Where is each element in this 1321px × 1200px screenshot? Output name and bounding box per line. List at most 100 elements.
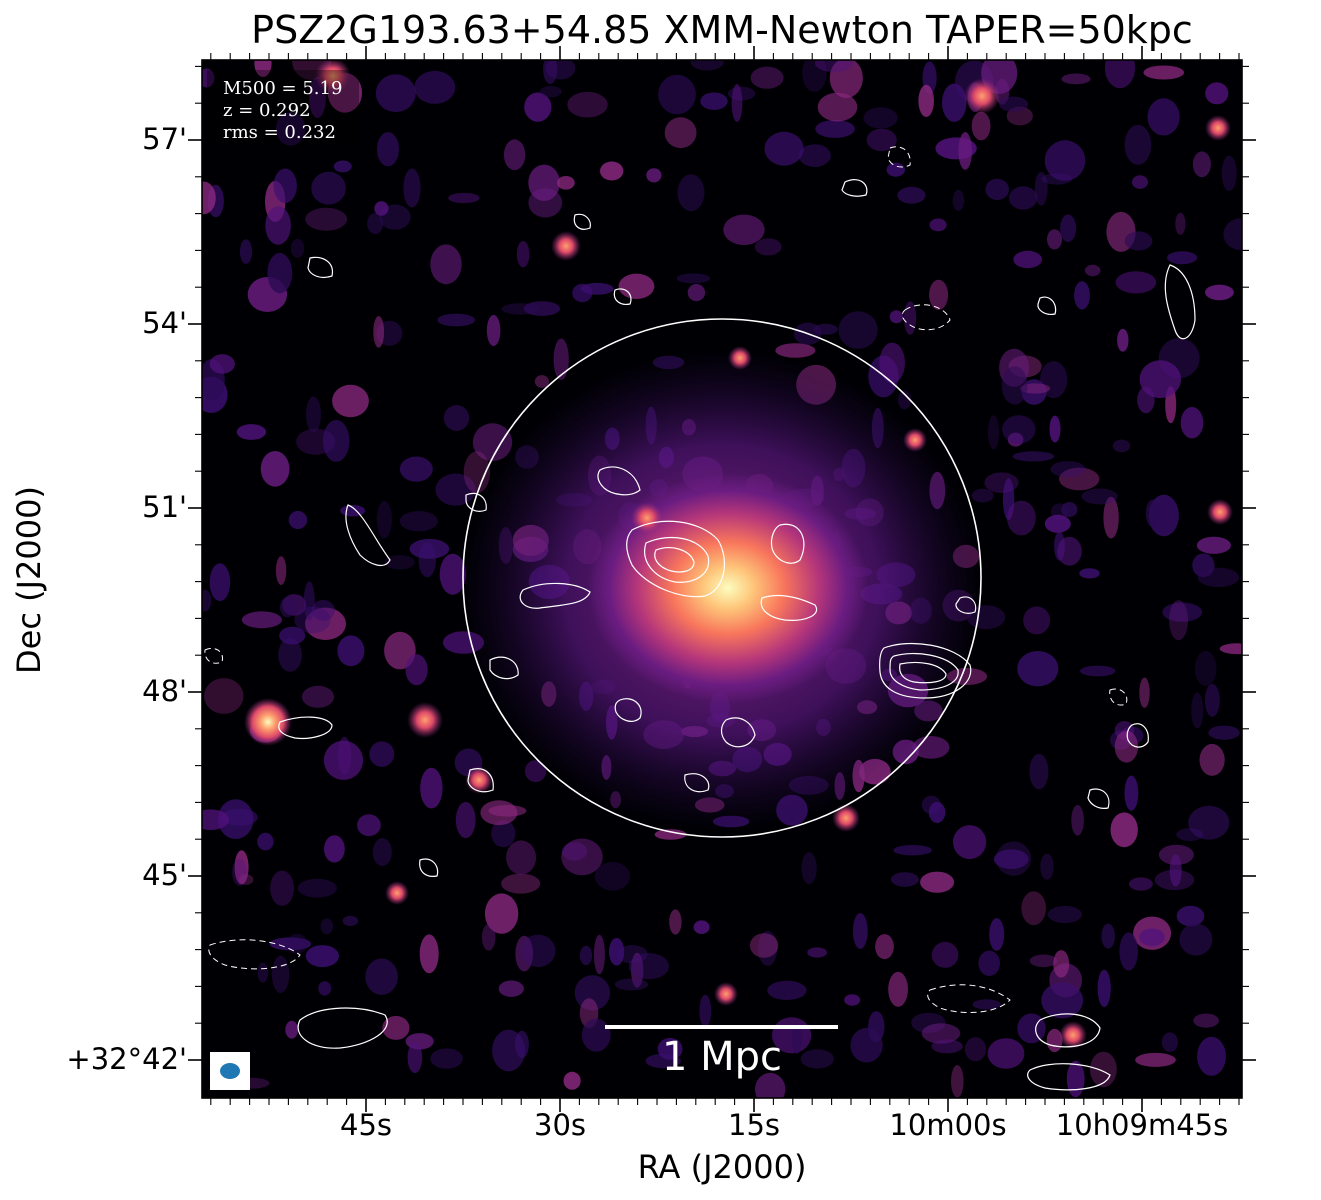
emission-blob: [463, 451, 491, 494]
emission-blob: [929, 279, 949, 310]
emission-blob: [324, 835, 345, 863]
emission-blob: [1175, 212, 1186, 235]
emission-blob: [1084, 264, 1101, 277]
point-source: [714, 982, 738, 1006]
emission-blob: [1199, 743, 1225, 776]
negative-contours: [204, 146, 1128, 1013]
emission-blob: [480, 800, 518, 826]
emission-blob: [523, 301, 561, 316]
emission-blob: [723, 214, 765, 245]
emission-blob: [1124, 775, 1139, 811]
emission-blob: [305, 945, 339, 968]
emission-blob: [1208, 725, 1240, 740]
emission-blob: [275, 112, 306, 146]
point-source: [1059, 1021, 1087, 1049]
point-source: [728, 346, 752, 370]
emission-blob: [1139, 677, 1150, 708]
emission-blob: [1044, 514, 1071, 533]
emission-blob: [257, 962, 268, 983]
emission-blob: [306, 396, 321, 433]
emission-blob: [844, 994, 861, 1006]
emission-blob: [572, 283, 593, 303]
emission-blob: [952, 189, 965, 211]
emission-blob: [265, 206, 291, 245]
emission-blob: [609, 937, 625, 966]
emission-blob: [581, 1018, 611, 1052]
emission-blob: [897, 186, 926, 204]
emission-blob: [382, 1015, 410, 1040]
emission-blob: [384, 555, 415, 570]
emission-blob: [942, 83, 967, 122]
emission-blob: [1193, 1013, 1219, 1028]
emission-blob: [888, 971, 908, 1007]
emission-blob: [409, 538, 450, 559]
emission-blob: [1034, 171, 1048, 206]
emission-blob: [271, 955, 290, 994]
emission-blob: [323, 740, 364, 780]
emission-blob: [898, 390, 912, 410]
point-source: [903, 428, 927, 452]
emission-blob: [1049, 415, 1061, 443]
emission-blob: [1061, 73, 1091, 85]
point-source: [1207, 499, 1233, 525]
cluster-info: M500 = 5.19 z = 0.292 rms = 0.232: [223, 78, 342, 144]
emission-blob: [506, 840, 537, 875]
emission-blob: [800, 1049, 834, 1069]
emission-blob: [419, 934, 439, 974]
emission-blob: [978, 950, 1000, 976]
emission-blob: [657, 1037, 683, 1060]
emission-blob: [1044, 140, 1086, 181]
emission-blob: [758, 930, 778, 967]
point-source: [315, 60, 351, 94]
emission-blob: [1197, 567, 1240, 588]
emission-blob: [1137, 386, 1155, 414]
emission-blob: [1021, 379, 1047, 405]
emission-blob: [1001, 366, 1028, 405]
emission-blob: [1060, 214, 1077, 243]
emission-blob: [699, 994, 712, 1028]
y-tick-label: 57': [142, 122, 187, 156]
point-source: [832, 804, 860, 832]
emission-blob: [337, 635, 365, 667]
emission-blob: [439, 553, 466, 595]
emission-blob: [374, 201, 389, 216]
emission-blob: [687, 284, 706, 302]
emission-blob: [384, 631, 416, 670]
y-tick-label: +32°42': [66, 1042, 187, 1076]
emission-blob: [817, 92, 858, 122]
x-tick-label: 15s: [727, 1108, 781, 1142]
emission-blob: [1191, 692, 1204, 729]
emission-blob: [275, 556, 287, 585]
emission-blob: [1079, 568, 1100, 579]
emission-blob: [238, 874, 254, 885]
point-source: [631, 502, 663, 534]
emission-blob: [357, 814, 381, 837]
emission-blob: [377, 132, 399, 167]
emission-blob: [1139, 928, 1165, 947]
emission-blob: [918, 84, 934, 117]
emission-blob: [1112, 439, 1131, 453]
emission-blob: [1204, 683, 1220, 717]
emission-blob: [890, 872, 919, 887]
emission-blob: [628, 953, 670, 980]
emission-blob: [1221, 155, 1237, 191]
emission-blob: [503, 139, 526, 171]
emission-blob: [875, 934, 894, 960]
emission-blob: [1009, 186, 1038, 210]
emission-blob: [1124, 124, 1152, 165]
emission-blob: [791, 1023, 803, 1054]
emission-blob: [1007, 500, 1036, 536]
emission-blob: [414, 70, 456, 104]
emission-blob: [669, 909, 682, 935]
emission-blob: [863, 107, 898, 129]
point-source: [551, 231, 581, 261]
emission-blob: [481, 923, 496, 951]
emission-blob: [1002, 478, 1015, 521]
emission-blob: [984, 472, 1019, 494]
emission-blob: [755, 1072, 786, 1098]
emission-blob: [1167, 251, 1198, 265]
emission-blob: [234, 850, 249, 885]
emission-blob: [989, 918, 1005, 951]
emission-blob: [372, 838, 392, 867]
